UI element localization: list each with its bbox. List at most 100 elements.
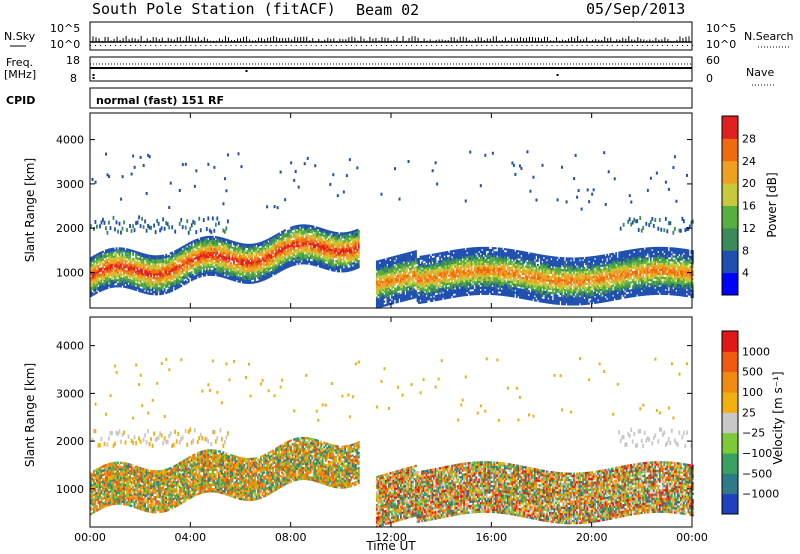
range-gate-cell bbox=[381, 286, 384, 290]
range-gate-cell bbox=[394, 267, 396, 270]
range-gate-cell bbox=[216, 244, 219, 247]
range-gate-cell bbox=[181, 281, 184, 285]
nsearch-dot bbox=[531, 45, 533, 46]
range-gate-cell bbox=[386, 259, 389, 262]
range-gate-cell bbox=[293, 227, 295, 230]
range-gate-cell bbox=[275, 236, 277, 239]
range-gate-cell bbox=[148, 292, 151, 295]
range-gate-cell bbox=[192, 266, 195, 269]
range-gate-cell bbox=[154, 285, 157, 288]
range-gate-cell bbox=[258, 280, 261, 283]
range-gate-cell bbox=[413, 262, 416, 265]
range-gate-cell bbox=[237, 280, 240, 283]
range-gate-cell bbox=[257, 272, 259, 275]
range-gate-cell bbox=[431, 289, 434, 292]
nsearch-dot bbox=[225, 45, 227, 46]
range-gate-cell bbox=[106, 268, 109, 272]
range-gate-cell bbox=[269, 267, 271, 270]
range-gate-cell bbox=[445, 269, 447, 272]
range-gate-cell bbox=[181, 262, 184, 265]
range-gate-cell bbox=[124, 269, 127, 273]
range-gate-cell bbox=[315, 264, 318, 267]
range-gate-cell bbox=[94, 286, 97, 289]
range-gate-cell bbox=[154, 283, 157, 286]
range-gate-cell bbox=[160, 278, 163, 282]
range-gate-cell bbox=[321, 262, 324, 265]
range-gate-cell bbox=[255, 274, 258, 278]
range-gate-cell bbox=[148, 270, 151, 273]
range-gate-cell bbox=[132, 263, 134, 267]
range-gate-cell bbox=[436, 268, 438, 272]
range-gate-cell bbox=[91, 266, 94, 269]
range-gate-cell bbox=[418, 291, 420, 295]
range-gate-cell bbox=[326, 255, 329, 258]
range-gate-cell bbox=[211, 245, 214, 249]
range-gate-cell bbox=[198, 216, 201, 221]
range-gate-cell bbox=[383, 294, 386, 297]
range-gate-cell bbox=[199, 239, 202, 242]
nsearch-dot bbox=[631, 45, 633, 46]
range-gate-cell bbox=[457, 283, 460, 286]
range-gate-cell bbox=[344, 254, 347, 257]
nave-label: Nave bbox=[746, 66, 774, 79]
range-gate-cell bbox=[356, 256, 359, 259]
range-gate-cell bbox=[449, 278, 452, 281]
range-gate-cell bbox=[202, 218, 205, 223]
range-gate-cell bbox=[463, 294, 466, 297]
range-gate-cell bbox=[312, 249, 315, 252]
range-gate-cell bbox=[466, 265, 469, 269]
range-gate-cell bbox=[457, 271, 460, 274]
range-gate-cell bbox=[231, 256, 234, 259]
range-gate-cell bbox=[132, 287, 134, 291]
range-gate-cell bbox=[326, 265, 329, 268]
range-gate-cell bbox=[427, 290, 429, 293]
nsearch-dot bbox=[461, 45, 463, 46]
nsearch-dot bbox=[125, 45, 127, 46]
nsearch-dot bbox=[295, 45, 297, 46]
range-gate-cell bbox=[409, 261, 411, 264]
range-gate-cell bbox=[299, 228, 301, 231]
range-gate-cell bbox=[156, 257, 159, 260]
range-gate-cell bbox=[142, 259, 145, 262]
range-gate-cell bbox=[129, 259, 131, 262]
range-gate-cell bbox=[144, 271, 146, 274]
range-gate-cell bbox=[220, 265, 223, 268]
range-gate-cell bbox=[335, 261, 338, 265]
range-gate-cell bbox=[281, 254, 283, 258]
range-gate-cell bbox=[467, 273, 470, 276]
range-gate-cell bbox=[318, 249, 321, 252]
range-gate-cell bbox=[303, 232, 306, 235]
range-gate-cell bbox=[172, 252, 175, 256]
range-gate-cell bbox=[276, 245, 279, 248]
range-gate-cell bbox=[211, 237, 214, 241]
range-gate-cell bbox=[321, 266, 324, 269]
range-gate-cell bbox=[415, 256, 417, 259]
range-gate-cell bbox=[320, 247, 323, 251]
range-gate-cell bbox=[336, 244, 339, 247]
range-gate-cell bbox=[324, 231, 327, 234]
range-gate-cell bbox=[392, 300, 395, 303]
range-gate-cell bbox=[452, 273, 455, 276]
range-gate-cell bbox=[415, 290, 417, 293]
range-gate-cell bbox=[93, 263, 95, 266]
range-gate-cell bbox=[157, 265, 160, 268]
range-gate-cell bbox=[400, 286, 402, 289]
range-gate-cell bbox=[392, 278, 395, 281]
range-gate-cell bbox=[443, 295, 446, 298]
range-gate-cell bbox=[180, 246, 183, 250]
range-gate-cell bbox=[294, 249, 297, 252]
range-gate-cell bbox=[198, 275, 201, 278]
range-gate-cell bbox=[186, 281, 189, 284]
range-gate-cell bbox=[339, 232, 342, 235]
range-gate-cell bbox=[344, 262, 347, 265]
range-gate-cell bbox=[464, 199, 467, 203]
range-gate-cell bbox=[94, 274, 97, 277]
range-gate-cell bbox=[391, 284, 393, 287]
range-gate-cell bbox=[463, 276, 466, 279]
range-gate-cell bbox=[159, 261, 162, 264]
range-gate-cell bbox=[357, 262, 360, 265]
range-gate-cell bbox=[324, 251, 327, 254]
range-gate-cell bbox=[245, 259, 247, 262]
range-gate-cell bbox=[299, 252, 301, 255]
range-gate-cell bbox=[327, 240, 330, 243]
